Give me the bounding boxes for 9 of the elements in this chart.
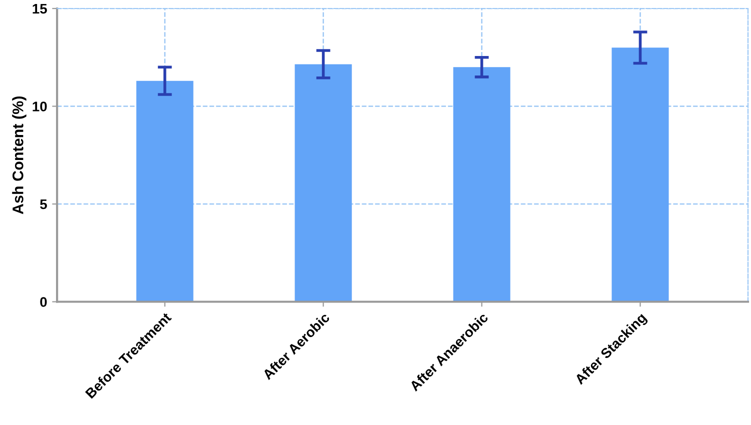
bar — [612, 48, 669, 302]
bar — [136, 80, 194, 302]
y-tick-label: 0 — [40, 297, 47, 307]
y-tick-label: 15 — [32, 4, 47, 14]
y-tick-label: 5 — [40, 199, 47, 210]
bar — [453, 67, 510, 302]
bar — [294, 64, 352, 302]
y-tick-label: 10 — [32, 102, 47, 112]
y-axis-title: Ash Content (%) — [12, 96, 26, 214]
